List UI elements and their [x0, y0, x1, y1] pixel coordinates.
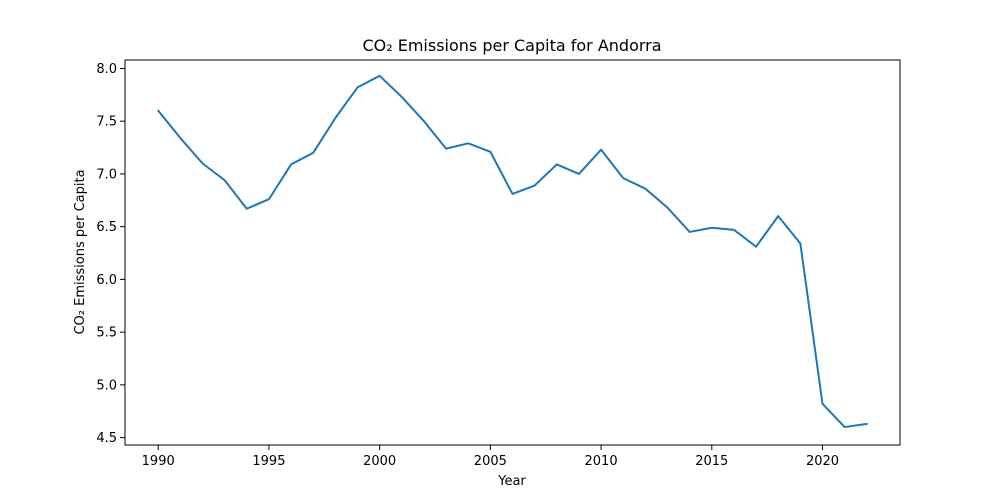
- plot-frame: [124, 59, 901, 446]
- x-tick-label: 2015: [695, 454, 728, 469]
- x-tick-label: 2020: [806, 454, 839, 469]
- x-tick-label: 1990: [142, 454, 175, 469]
- y-axis-label: CO₂ Emissions per Capita: [73, 169, 88, 334]
- y-tick-label: 8.0: [96, 62, 117, 77]
- x-tick-label: 2005: [474, 454, 507, 469]
- y-tick-label: 6.5: [96, 220, 117, 235]
- series-layer: [157, 74, 868, 429]
- x-axis-label: Year: [497, 474, 526, 489]
- y-tick-label: 7.5: [96, 115, 117, 130]
- ticks-layer: 1990 1995 2000 2005 2010 2015 2020 4.5 5.0 5.5 6.0…: [96, 62, 839, 469]
- chart-title: CO₂ Emissions per Capita for Andorra: [362, 36, 661, 55]
- plot-area: [125, 60, 900, 445]
- x-tick-label: 2010: [585, 454, 618, 469]
- series-line: [157, 74, 868, 429]
- y-tick-label: 4.5: [96, 431, 117, 446]
- x-tick-label: 1995: [252, 454, 285, 469]
- x-tick-label: 2000: [363, 454, 396, 469]
- y-tick-label: 7.0: [96, 167, 117, 182]
- y-tick-label: 6.0: [96, 273, 117, 288]
- y-tick-label: 5.5: [96, 326, 117, 341]
- y-tick-label: 5.0: [96, 378, 117, 393]
